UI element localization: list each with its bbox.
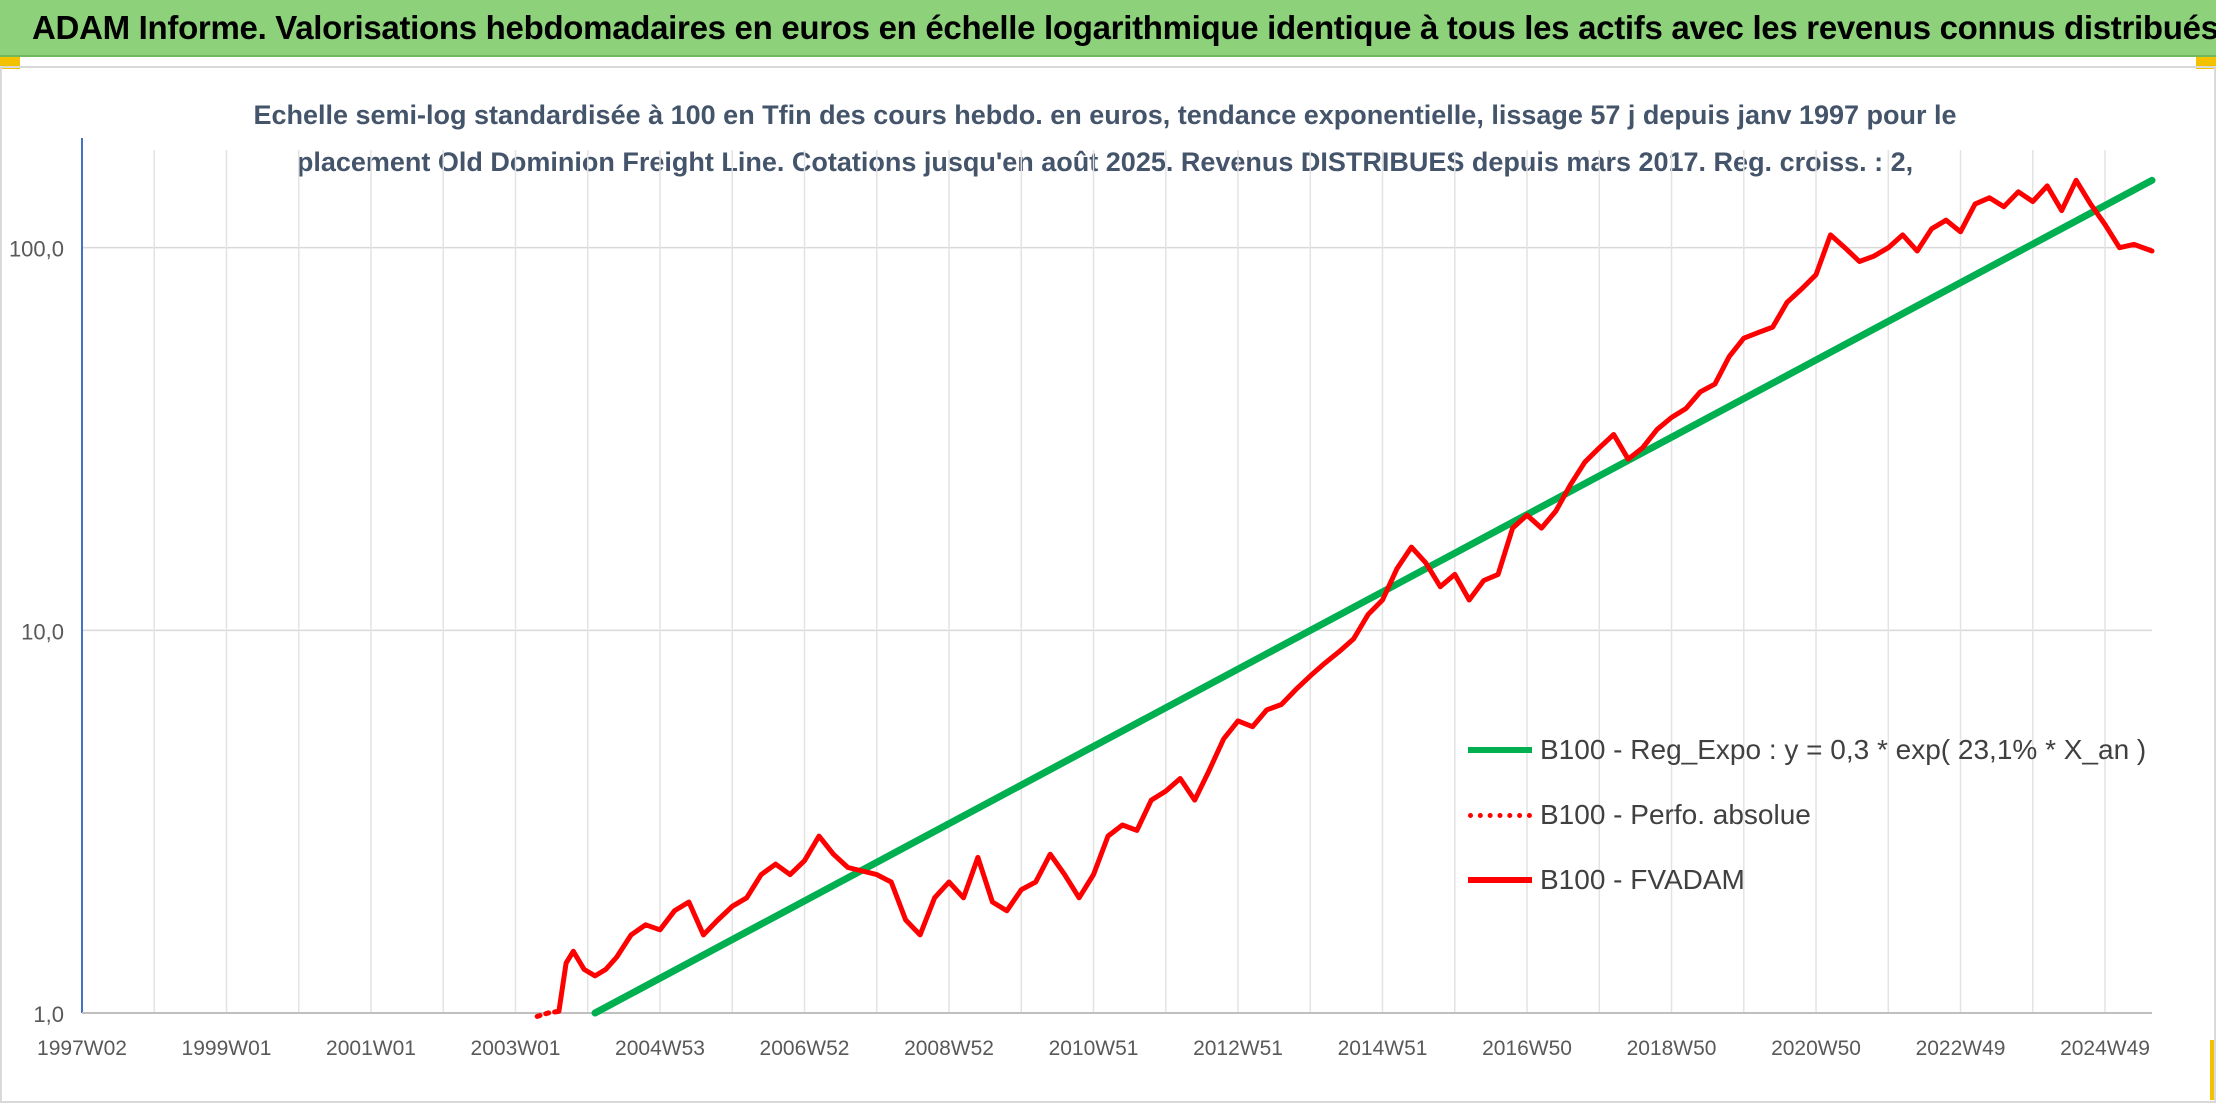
y-tick-label: 100,0 [9, 237, 64, 262]
x-tick-label: 2012W51 [1193, 1037, 1283, 1060]
report-banner: ADAM Informe. Valorisations hebdomadaire… [0, 0, 2216, 57]
legend-swatch-perfo-absolue [1468, 813, 1532, 818]
x-tick-label: 2006W52 [760, 1037, 850, 1060]
x-tick-label: 2004W53 [615, 1037, 705, 1060]
x-tick-label: 2024W49 [2060, 1037, 2150, 1060]
chart-title: Echelle semi-log standardisée à 100 en T… [230, 92, 1980, 186]
x-tick-label: 2001W01 [326, 1037, 416, 1060]
x-tick-label: 2003W01 [471, 1037, 561, 1060]
legend-label-perfo-absolue: B100 - Perfo. absolue [1540, 799, 1811, 830]
x-tick-label: 2014W51 [1338, 1037, 1428, 1060]
grid [82, 150, 2152, 1014]
x-tick-label: 2022W49 [1916, 1037, 2006, 1060]
y-tick-label: 1,0 [33, 1002, 64, 1027]
x-tick-label: 2016W50 [1482, 1037, 1572, 1060]
axes: 1,0 10,0 100,0 1997W02 1999W01 2001W01 2003W01… [9, 138, 2152, 1060]
series-layer [534, 176, 2156, 1019]
legend-label-regression: B100 - Reg_Expo : y = 0,3 * exp( 23,1% *… [1540, 734, 2147, 765]
chart-title-line-2: placement Old Dominion Freight Line. Cot… [296, 147, 1914, 177]
series-perfo-absolue [534, 1008, 562, 1019]
x-tick-label: 2008W52 [904, 1037, 994, 1060]
chart-frame [0, 66, 2216, 1103]
x-tick-label: 2010W51 [1049, 1037, 1139, 1060]
report-title: ADAM Informe. Valorisations hebdomadaire… [32, 9, 2216, 46]
chart-title-line-1: Echelle semi-log standardisée à 100 en T… [253, 100, 1957, 130]
x-tick-label: 2020W50 [1771, 1037, 1861, 1060]
x-tick-label: 1999W01 [182, 1037, 272, 1060]
x-tick-label: 1997W02 [37, 1037, 127, 1060]
x-tick-label: 2018W50 [1627, 1037, 1717, 1060]
legend-swatch-regression [1468, 747, 1532, 753]
legend-label-fvadam: B100 - FVADAM [1540, 864, 1745, 895]
y-tick-label: 10,0 [21, 619, 64, 644]
series-fvadam [556, 177, 2155, 1014]
series-regression [591, 176, 2156, 1017]
legend-swatch-fvadam [1468, 877, 1532, 883]
corner-marker-bottom-right [2210, 1040, 2216, 1100]
